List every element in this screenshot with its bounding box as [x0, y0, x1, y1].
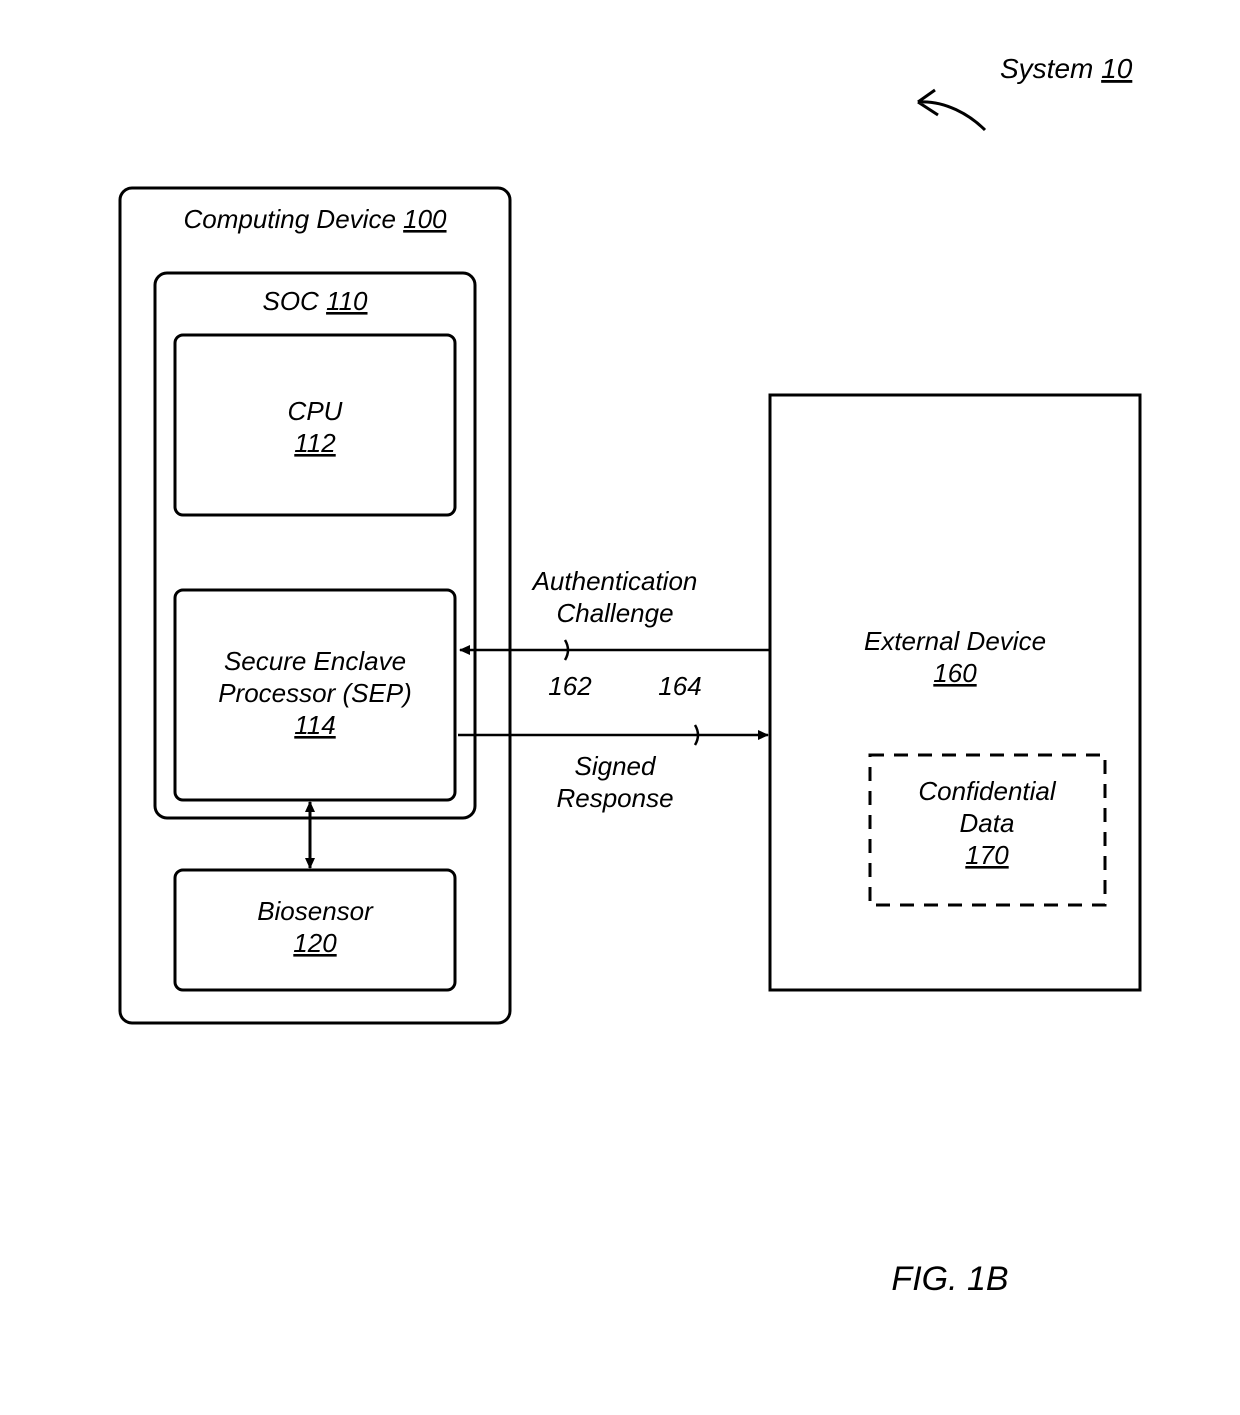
diagram-svg: System 10 Computing Device 100 SOC 110 C…: [0, 0, 1240, 1410]
signed-response-ref: 164: [658, 671, 701, 701]
computing-device-title: Computing Device 100: [183, 204, 447, 234]
sep-title-line1: Secure Enclave: [224, 646, 406, 676]
cpu-title: CPU: [288, 396, 343, 426]
cpu-ref: 112: [294, 428, 336, 458]
system-pointer-arrow: [918, 90, 985, 130]
auth-challenge-label-1: Authentication: [531, 566, 698, 596]
system-label: System 10: [1000, 53, 1133, 84]
figure-label: FIG. 1B: [891, 1260, 1008, 1298]
auth-challenge-ref: 162: [548, 671, 592, 701]
signed-response-label-1: Signed: [575, 751, 657, 781]
external-device-title: External Device: [864, 626, 1046, 656]
sep-title-line2: Processor (SEP): [218, 678, 412, 708]
soc-title: SOC 110: [262, 286, 368, 316]
biosensor-title: Biosensor: [257, 896, 374, 926]
external-device-box: [770, 395, 1140, 990]
confidential-data-line1: Confidential: [918, 776, 1057, 806]
sep-ref: 114: [294, 710, 335, 740]
biosensor-ref: 120: [293, 928, 337, 958]
confidential-data-ref: 170: [965, 840, 1009, 870]
auth-challenge-label-2: Challenge: [556, 598, 673, 628]
external-device-ref: 160: [933, 658, 977, 688]
signed-response-label-2: Response: [556, 783, 673, 813]
confidential-data-line2: Data: [960, 808, 1015, 838]
